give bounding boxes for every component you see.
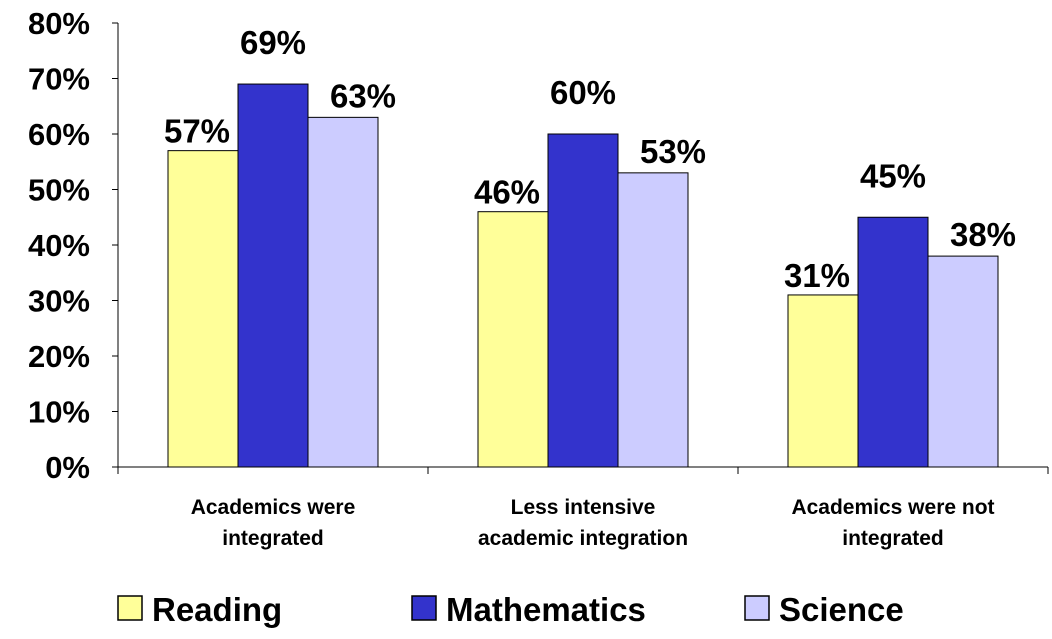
x-tick-label: Academics were: [191, 496, 356, 519]
bar-science-1: [307, 116, 379, 468]
y-tick-label: 50%: [28, 173, 90, 208]
data-label: 69%: [240, 24, 306, 61]
data-label: 45%: [860, 157, 926, 194]
data-label: 53%: [640, 133, 706, 170]
x-tick-label: integrated: [222, 527, 324, 550]
y-tick-label: 60%: [28, 117, 90, 152]
data-labels: 57% 69% 63% 46% 60% 53% 31% 45% 38%: [164, 24, 1016, 294]
data-label: 60%: [550, 74, 616, 111]
legend-swatch: [744, 595, 770, 621]
y-tick-label: 30%: [28, 284, 90, 319]
y-tick-label: 10%: [28, 395, 90, 430]
y-tick-label: 40%: [28, 228, 90, 263]
bar-mathematics-3: [857, 216, 929, 468]
legend-swatch: [117, 595, 143, 621]
legend: Reading Mathematics Science: [117, 591, 904, 628]
y-tick-label: 80%: [28, 6, 90, 41]
legend-swatch: [411, 595, 437, 621]
data-label: 46%: [474, 174, 540, 211]
data-label: 57%: [164, 113, 230, 150]
legend-label: Reading: [152, 591, 282, 628]
bars: [167, 83, 999, 468]
bar-mathematics-2: [547, 133, 619, 468]
bar-reading-2: [477, 211, 549, 468]
bar-science-3: [927, 255, 999, 468]
bar-mathematics-1: [237, 83, 309, 468]
legend-label: Science: [779, 591, 904, 628]
y-tick-label: 0%: [45, 450, 90, 485]
y-tick-label: 20%: [28, 339, 90, 374]
x-tick-label: Less intensive: [511, 496, 656, 519]
x-tick-label: academic integration: [478, 527, 688, 550]
data-label: 38%: [950, 216, 1016, 253]
x-tick-label: integrated: [842, 527, 944, 550]
bar-reading-1: [167, 150, 239, 468]
legend-label: Mathematics: [446, 591, 646, 628]
y-tick-label: 70%: [28, 62, 90, 97]
data-label: 31%: [784, 257, 850, 294]
data-label: 63%: [330, 77, 396, 114]
bar-reading-3: [787, 294, 859, 468]
axes: 0% 10% 20% 30% 40% 50% 60% 70% 80% Academics were…: [28, 6, 1049, 550]
x-tick-label: Academics were not: [791, 496, 994, 519]
bar-science-2: [617, 172, 689, 468]
